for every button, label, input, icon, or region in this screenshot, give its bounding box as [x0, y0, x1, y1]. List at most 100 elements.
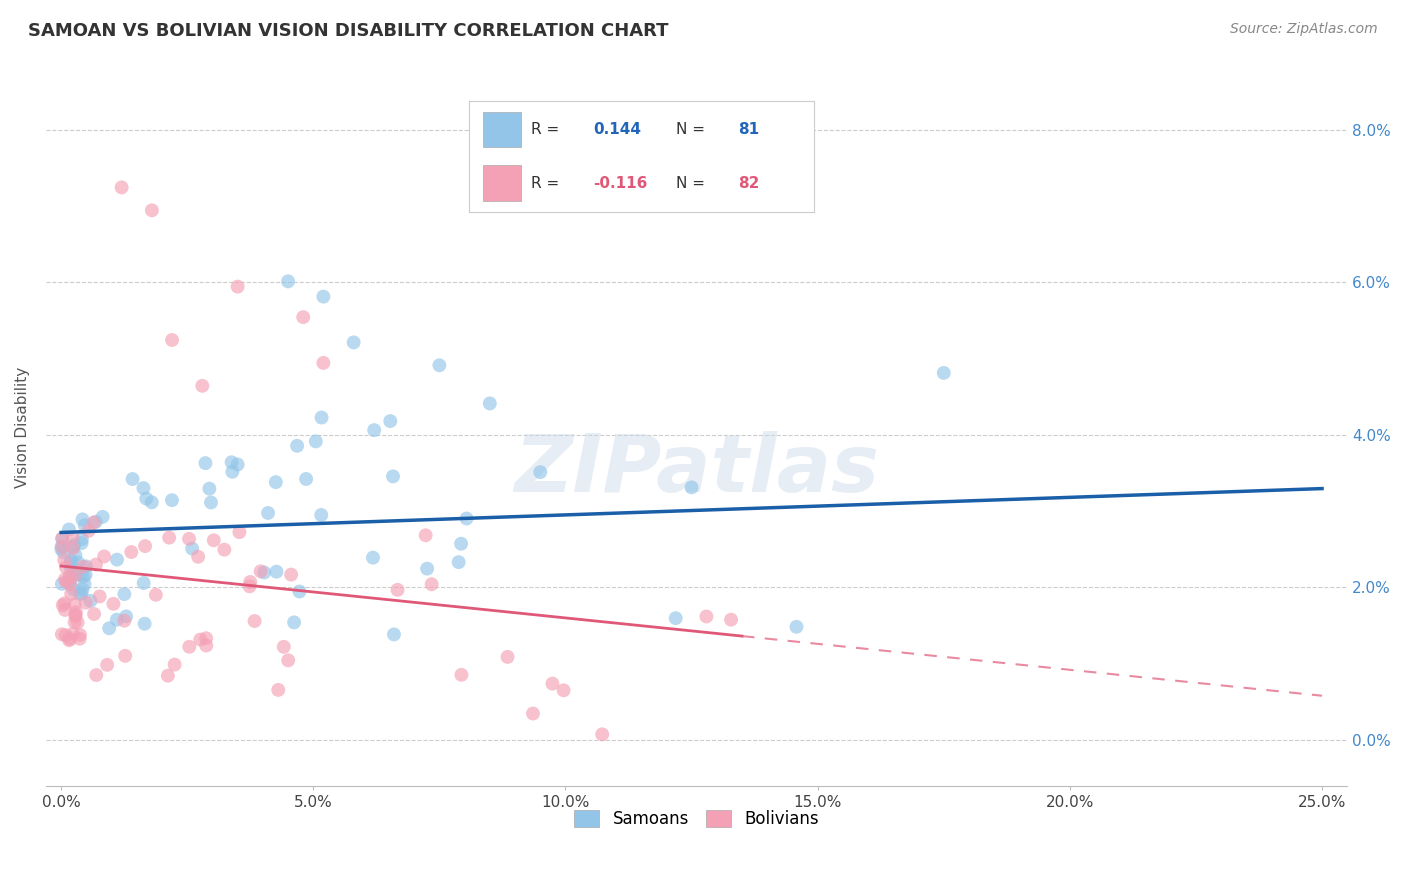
Point — [65, 605, 87, 619]
Point — [70, 532, 93, 546]
Point — [96, 657, 118, 672]
Point — [188, 632, 211, 647]
Point — [429, 359, 451, 373]
Point — [177, 532, 200, 546]
Point — [70, 587, 93, 601]
Y-axis label: Vision Disability: Vision Disability — [15, 367, 30, 488]
Point — [228, 525, 250, 540]
Point — [93, 549, 115, 564]
Point — [59, 572, 82, 586]
Point — [288, 584, 311, 599]
Point — [59, 632, 82, 646]
Point — [75, 596, 97, 610]
Point — [83, 516, 105, 530]
Point — [65, 548, 87, 562]
Point — [72, 582, 94, 597]
Point — [478, 396, 501, 410]
Point — [62, 627, 84, 641]
Point — [62, 531, 84, 545]
Point — [84, 515, 107, 529]
Point — [60, 587, 83, 601]
Point — [416, 561, 439, 575]
Point — [157, 531, 180, 545]
Point — [63, 568, 86, 582]
Point — [65, 607, 87, 622]
Point — [285, 439, 308, 453]
Point — [112, 614, 135, 628]
Text: ZIPatlas: ZIPatlas — [515, 431, 879, 509]
Point — [55, 628, 77, 642]
Text: SAMOAN VS BOLIVIAN VISION DISABILITY CORRELATION CHART: SAMOAN VS BOLIVIAN VISION DISABILITY COR… — [28, 22, 669, 40]
Point — [387, 582, 409, 597]
Point — [156, 668, 179, 682]
Point — [72, 569, 94, 583]
Point — [226, 279, 249, 293]
Point — [591, 727, 613, 741]
Point — [65, 566, 87, 581]
Point — [134, 616, 156, 631]
Point — [195, 631, 218, 645]
Point — [114, 648, 136, 663]
Point — [194, 456, 217, 470]
Point — [55, 560, 77, 574]
Point — [187, 549, 209, 564]
Point — [785, 620, 807, 634]
Point — [361, 550, 384, 565]
Point — [179, 640, 201, 654]
Point — [681, 480, 703, 494]
Point — [214, 542, 236, 557]
Point — [380, 414, 402, 428]
Point — [105, 613, 128, 627]
Point — [280, 567, 302, 582]
Point — [58, 576, 80, 591]
Point — [191, 379, 214, 393]
Point — [277, 653, 299, 667]
Point — [59, 568, 82, 582]
Point — [450, 668, 472, 682]
Point — [720, 613, 742, 627]
Point — [221, 455, 243, 469]
Point — [529, 465, 551, 479]
Point — [62, 582, 84, 597]
Point — [59, 560, 82, 574]
Point — [312, 290, 335, 304]
Point — [135, 491, 157, 506]
Legend: Samoans, Bolivians: Samoans, Bolivians — [568, 804, 825, 835]
Point — [51, 539, 73, 553]
Point — [522, 706, 544, 721]
Point — [69, 628, 91, 642]
Point — [51, 532, 73, 546]
Point — [53, 596, 76, 610]
Point — [72, 559, 94, 574]
Point — [202, 533, 225, 548]
Point — [273, 640, 295, 654]
Point — [60, 553, 83, 567]
Point — [75, 567, 97, 582]
Point — [496, 649, 519, 664]
Point — [665, 611, 688, 625]
Point — [267, 682, 290, 697]
Point — [420, 577, 443, 591]
Point — [295, 472, 318, 486]
Point — [163, 657, 186, 672]
Point — [382, 469, 405, 483]
Point — [195, 639, 218, 653]
Point — [932, 366, 955, 380]
Point — [63, 615, 86, 630]
Point — [58, 523, 80, 537]
Point — [62, 541, 84, 556]
Point — [121, 472, 143, 486]
Point — [63, 538, 86, 552]
Point — [382, 627, 405, 641]
Point — [83, 607, 105, 621]
Point — [132, 481, 155, 495]
Point — [283, 615, 305, 630]
Point — [343, 335, 366, 350]
Point — [239, 574, 262, 589]
Point — [266, 565, 288, 579]
Point — [77, 524, 100, 538]
Point — [141, 495, 163, 509]
Point — [69, 632, 91, 646]
Point — [553, 683, 575, 698]
Text: Source: ZipAtlas.com: Source: ZipAtlas.com — [1230, 22, 1378, 37]
